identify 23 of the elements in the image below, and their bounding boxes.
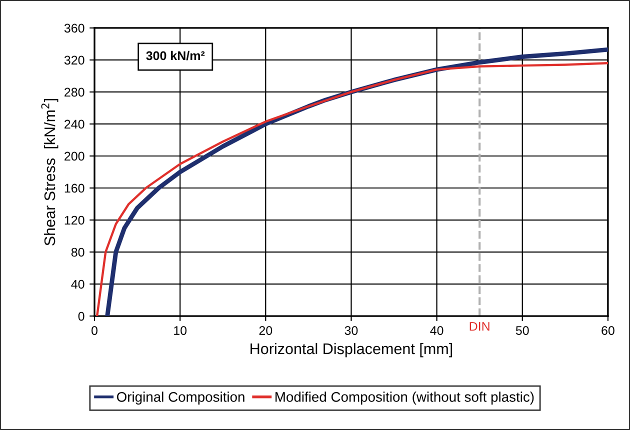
y-tick-label: 120 [64, 216, 84, 225]
legend-label: Modified Composition (without soft plastic) [276, 392, 534, 405]
y-tick-label: 240 [64, 120, 84, 129]
x-tick-label: 30 [344, 326, 358, 335]
x-axis-title: Horizontal Displacement [mm] [250, 342, 452, 358]
x-tick-label: 50 [516, 326, 529, 335]
y-tick-label: 360 [64, 24, 84, 33]
legend-label: Original Composition [116, 392, 244, 405]
y-tick-label: 160 [64, 184, 84, 193]
y-tick-label: 200 [64, 152, 84, 161]
x-tick-label: 10 [174, 326, 187, 335]
y-tick-label: 0 [78, 312, 84, 321]
x-tick-label: 40 [430, 326, 444, 335]
y-tick-label: 280 [64, 88, 84, 97]
annotation: 300 kN/m² [146, 50, 205, 60]
ref-line-label: DIN [470, 322, 490, 331]
x-tick-label: 20 [259, 326, 272, 335]
x-tick-label: 60 [602, 326, 614, 335]
y-axis-title: Shear Stress [kN/m$^{2}$] [41, 98, 58, 246]
y-tick-label: 80 [71, 248, 84, 257]
y-tick-label: 320 [64, 56, 84, 65]
x-tick-label: 0 [92, 326, 98, 335]
y-tick-label: 40 [71, 280, 84, 289]
